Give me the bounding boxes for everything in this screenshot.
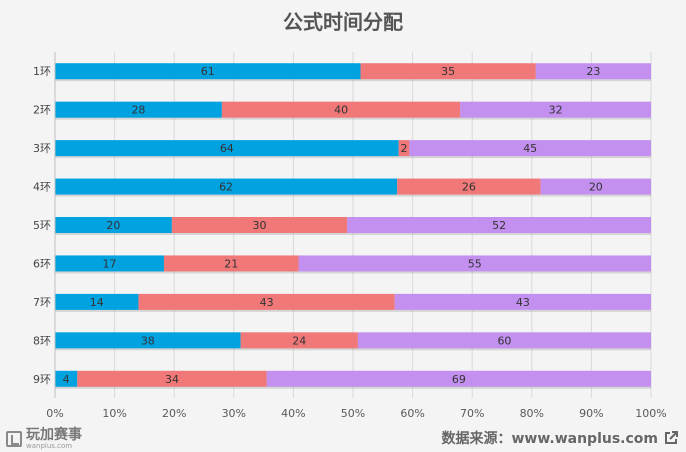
bar-segment — [171, 217, 348, 233]
data-label: 61 — [201, 65, 215, 78]
data-label: 24 — [292, 334, 306, 347]
logo-mark-icon — [6, 431, 22, 447]
data-label: 34 — [165, 373, 179, 386]
bar-segment — [55, 370, 78, 387]
x-tick-label: 70% — [460, 407, 484, 420]
data-label: 17 — [102, 257, 116, 270]
y-tick-label: 1环 — [33, 65, 51, 78]
bar-segment — [240, 332, 358, 349]
bar-segment — [55, 217, 172, 233]
external-link-icon — [665, 431, 678, 444]
data-label: 40 — [334, 104, 348, 117]
x-tick-label: 0% — [46, 407, 63, 420]
y-tick-label: 2环 — [33, 104, 51, 117]
x-tick-label: 40% — [281, 407, 305, 420]
source-text: 数据来源：www.wanplus.com — [441, 431, 658, 447]
data-label: 43 — [260, 296, 274, 309]
bar-segment — [77, 370, 267, 387]
data-label: 55 — [468, 257, 482, 270]
y-tick-label: 7环 — [33, 296, 51, 309]
data-label: 35 — [441, 65, 455, 78]
chart-title: 公式时间分配 — [283, 10, 403, 34]
logo-text: 玩加赛事 — [26, 427, 82, 443]
data-label: 64 — [220, 142, 234, 155]
bar-segment — [266, 370, 651, 387]
bar-segment — [55, 255, 164, 272]
y-tick-label: 4环 — [33, 181, 51, 194]
bar-segment — [221, 101, 461, 118]
data-label: 20 — [589, 181, 603, 194]
y-tick-label: 9环 — [33, 373, 51, 386]
bar-segment — [298, 255, 651, 272]
bar-segment — [55, 178, 398, 195]
data-label: 69 — [452, 373, 466, 386]
data-label: 38 — [141, 334, 155, 347]
data-label: 14 — [90, 296, 104, 309]
data-label: 60 — [497, 334, 511, 347]
bar-segment — [55, 293, 139, 310]
x-tick-label: 80% — [520, 407, 544, 420]
data-label: 20 — [106, 219, 120, 232]
y-tick-label: 8环 — [33, 334, 51, 347]
y-tick-label: 5环 — [33, 219, 51, 232]
bar-segment — [138, 293, 395, 310]
y-tick-label: 6环 — [33, 257, 51, 270]
bar-segment — [409, 140, 651, 157]
x-tick-label: 30% — [222, 407, 246, 420]
x-tick-label: 20% — [162, 407, 186, 420]
data-label: 28 — [131, 104, 145, 117]
bar-segment — [535, 63, 651, 80]
data-label: 45 — [523, 142, 537, 155]
bar-segment — [460, 101, 651, 118]
bar-segment — [347, 217, 651, 233]
data-label: 62 — [219, 181, 233, 194]
y-tick-label: 3环 — [33, 142, 51, 155]
bar-segment — [357, 332, 651, 349]
bar-segment — [55, 63, 361, 80]
data-label: 4 — [63, 373, 70, 386]
data-label: 23 — [586, 65, 600, 78]
data-label: 32 — [549, 104, 563, 117]
x-tick-label: 50% — [341, 407, 365, 420]
data-label: 21 — [224, 257, 238, 270]
x-tick-label: 60% — [400, 407, 424, 420]
bar-segment — [398, 140, 410, 157]
bar-segment — [360, 63, 536, 80]
data-label: 30 — [253, 219, 267, 232]
data-label: 52 — [492, 219, 506, 232]
bar-segment — [55, 140, 399, 157]
wanplus-logo: 玩加赛事 wanplus.com — [6, 427, 82, 451]
bar-segment — [55, 101, 222, 118]
bar-segment — [55, 332, 241, 349]
data-label: 43 — [516, 296, 530, 309]
bar-segment — [394, 293, 651, 310]
x-tick-label: 100% — [635, 407, 666, 420]
bar-segment — [540, 178, 651, 195]
bar-segment — [397, 178, 541, 195]
bar-segment — [163, 255, 299, 272]
logo-subtext: wanplus.com — [26, 442, 73, 450]
x-tick-label: 90% — [579, 407, 603, 420]
data-label: 2 — [401, 142, 408, 155]
x-tick-label: 10% — [102, 407, 126, 420]
data-source[interactable]: 数据来源：www.wanplus.com — [441, 428, 678, 448]
data-label: 26 — [462, 181, 476, 194]
